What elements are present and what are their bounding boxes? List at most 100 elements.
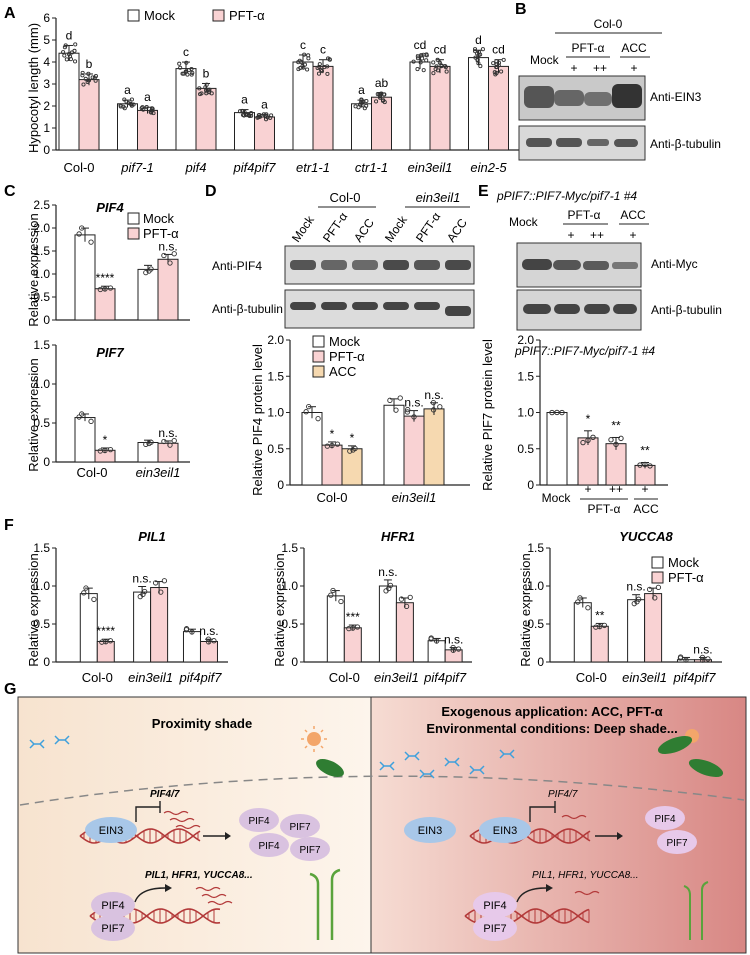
y-tick-label: 6	[43, 11, 50, 25]
leaf-icon-right-1	[657, 735, 693, 755]
data-point	[80, 70, 85, 75]
data-point	[437, 404, 443, 410]
data-point	[152, 580, 159, 586]
panel-d-blot-pif4-bands	[290, 260, 471, 270]
bar	[182, 631, 201, 663]
x-tick-label: ein3eil1	[408, 160, 453, 175]
significance-label: n.s.	[378, 565, 397, 579]
data-point	[73, 59, 78, 64]
panel-d-blot1-label: Anti-PIF4	[212, 259, 262, 273]
bar	[573, 602, 592, 663]
data-point	[476, 53, 481, 58]
significance-label: a	[358, 83, 365, 97]
data-point	[554, 409, 560, 416]
y-tick-label: 0.5	[33, 617, 50, 631]
data-point	[357, 102, 363, 107]
data-point	[647, 463, 653, 469]
pif4-label-l2: PIF4	[258, 841, 280, 852]
data-point	[435, 57, 440, 62]
data-point	[450, 647, 456, 653]
x-tick-label: pif4pif7	[179, 670, 223, 685]
y-tick-label: 1.5	[517, 369, 534, 383]
x-tick-label: Col-0	[576, 670, 607, 685]
data-point	[381, 98, 386, 103]
y-tick-label: 1.5	[33, 244, 50, 258]
bar	[74, 234, 96, 321]
y-tick-label: 0	[277, 478, 284, 492]
y-tick-label: 2.5	[33, 198, 50, 212]
significance-label: n.s.	[158, 426, 177, 440]
leaf-icon	[316, 759, 344, 777]
significance-label: *	[350, 431, 355, 445]
panel-d-blot-pif4	[284, 245, 475, 285]
y-tick-label: 1.5	[281, 541, 298, 555]
y-tick-label: 0.5	[281, 617, 298, 631]
panel-b-dose-1: +	[570, 61, 577, 75]
blot-band	[290, 302, 316, 310]
data-point	[205, 639, 212, 645]
data-point	[79, 411, 85, 417]
panel-c-pif4-chart: 0 0.5 1.0 1.5 2.0 2.5 **** n.s.	[33, 198, 190, 327]
panel-b-acc: ACC	[621, 41, 647, 55]
significance-label: b	[86, 57, 93, 71]
pif7-label-right-bound: PIF7	[483, 923, 506, 935]
lane-label: ACC	[444, 216, 470, 245]
panel-e-title: pPIF7::PIF7-Myc/pif7-1 #4	[496, 189, 637, 203]
data-point	[597, 623, 603, 630]
y-tick-label: 1.0	[33, 267, 50, 281]
data-point	[491, 61, 496, 66]
panel-b-blot2-label: Anti-β-tubulin	[650, 137, 721, 151]
data-point	[319, 68, 324, 73]
significance-label: a	[261, 97, 268, 111]
data-point	[398, 596, 405, 602]
data-point	[501, 57, 506, 62]
bar	[199, 640, 218, 663]
panel-b: Col-0 Mock PFT-α ACC + ++ + Anti-EIN3 An…	[518, 17, 721, 161]
blot-band	[321, 302, 347, 310]
data-point	[585, 605, 591, 611]
data-point	[183, 627, 190, 633]
data-point	[240, 108, 245, 113]
data-point	[85, 79, 90, 85]
pif7-label-l2: PIF7	[299, 845, 321, 856]
data-point	[107, 446, 114, 453]
data-point	[353, 104, 358, 109]
data-point	[326, 56, 331, 61]
lane-label: PFT-α	[320, 210, 350, 245]
bar	[74, 417, 96, 463]
panel-d-lane-labels: Mock PFT-α ACC Mock PFT-α ACC	[289, 210, 470, 245]
panel-f-title: HFR1	[381, 529, 415, 544]
data-point	[431, 71, 436, 76]
genes-label-left: PIL1, HFR1, YUCCA8...	[145, 870, 253, 881]
significance-label: cd	[414, 38, 427, 52]
lane-label: Mock	[289, 212, 317, 244]
data-point	[148, 266, 154, 272]
data-point	[107, 638, 114, 644]
data-point	[315, 416, 321, 422]
leaf-icon-right-2	[688, 758, 724, 778]
data-point	[322, 65, 327, 70]
data-point	[121, 104, 126, 109]
data-point	[83, 585, 89, 591]
pif47-label-left: PIF4/7	[150, 789, 180, 800]
data-point	[237, 109, 243, 114]
bar	[590, 625, 609, 663]
data-point	[405, 406, 411, 413]
data-point	[315, 65, 320, 71]
blot-band	[352, 302, 378, 310]
data-point	[61, 50, 66, 55]
y-tick-label: 2.0	[517, 333, 534, 347]
lane-label: PFT-α	[413, 210, 443, 245]
panel-d-legend: Mock PFT-α ACC	[312, 334, 365, 379]
data-point	[411, 59, 416, 64]
panel-d-ein3eil1: ein3eil1	[416, 190, 461, 205]
y-tick-label: 0	[43, 655, 50, 669]
data-point	[73, 42, 78, 47]
x-tick-label: pif4pif7	[423, 670, 467, 685]
panel-letter-a: A	[4, 5, 16, 22]
x-tick-label: ein3eil1	[128, 670, 173, 685]
data-point	[699, 654, 706, 661]
significance-label: d	[66, 28, 73, 42]
data-point	[492, 70, 497, 75]
